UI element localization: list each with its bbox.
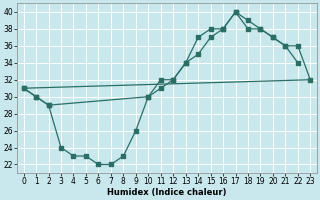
X-axis label: Humidex (Indice chaleur): Humidex (Indice chaleur) [107,188,227,197]
